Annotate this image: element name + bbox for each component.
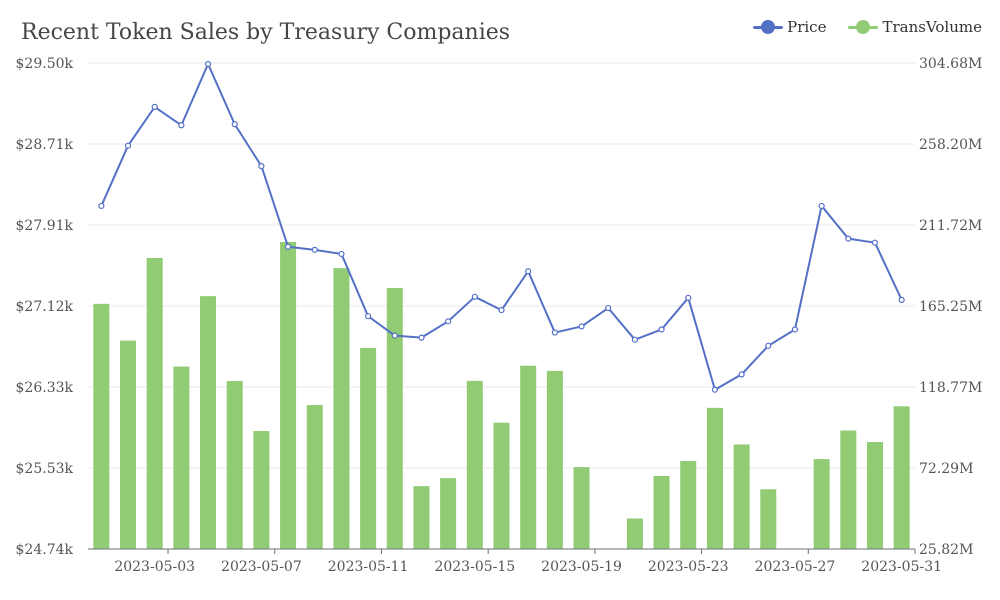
x-tick-label: 2023-05-19 [541, 559, 622, 575]
bar-transvolume [840, 430, 857, 549]
tick-labels: $24.74k 25.82M $25.53k 72.29M $26.33k 118.77M… [16, 56, 983, 575]
bar-transvolume [493, 422, 510, 549]
bar-series-transvolume [93, 241, 910, 550]
legend-label-price: Price [787, 18, 827, 36]
bar-transvolume [760, 489, 777, 549]
x-tick-label: 2023-05-23 [648, 559, 729, 575]
price-point [365, 313, 372, 320]
bar-transvolume [413, 486, 430, 549]
legend-item-price[interactable]: Price [753, 18, 826, 36]
x-axis [88, 548, 916, 554]
bar-transvolume [200, 296, 217, 549]
price-point [445, 318, 452, 325]
bar-transvolume [333, 268, 350, 549]
bar-transvolume [93, 303, 110, 549]
right-tick-label: 258.20M [919, 137, 982, 153]
left-tick-label: $25.53k [16, 461, 74, 477]
bar-transvolume [306, 405, 323, 549]
price-point [124, 142, 132, 149]
bar-transvolume [466, 380, 483, 549]
left-tick-label: $24.74k [16, 542, 74, 558]
bar-transvolume [146, 257, 163, 549]
x-tick-label: 2023-05-15 [434, 559, 515, 575]
price-point [845, 235, 852, 242]
price-line [100, 63, 903, 391]
left-tick-label: $27.91k [16, 218, 74, 234]
bar-transvolume [733, 444, 750, 549]
bar-transvolume [813, 459, 830, 549]
left-tick-label: $26.33k [16, 380, 74, 396]
grid-lines [88, 62, 915, 469]
bar-transvolume [440, 478, 457, 549]
bar-transvolume [573, 467, 590, 549]
price-point [204, 60, 212, 68]
price-point [631, 336, 638, 343]
right-tick-label: 25.82M [919, 542, 973, 558]
x-tick-label: 2023-05-03 [114, 559, 195, 575]
bar-transvolume [706, 407, 723, 549]
bar-transvolume [866, 442, 883, 549]
price-point [551, 329, 558, 336]
price-point [871, 239, 879, 246]
bar-transvolume [680, 461, 697, 549]
price-point [658, 326, 665, 333]
line-series-price [98, 60, 905, 393]
right-tick-label: 211.72M [919, 218, 982, 234]
left-tick-label: $29.50k [16, 56, 74, 72]
price-point [578, 323, 585, 330]
bar-transvolume [280, 241, 297, 550]
price-point [98, 202, 105, 210]
price-point [711, 386, 719, 393]
x-tick-label: 2023-05-11 [328, 559, 409, 575]
price-point [791, 326, 799, 333]
x-tick-label: 2023-05-27 [755, 559, 836, 575]
bar-transvolume [386, 287, 403, 549]
price-point [391, 332, 398, 339]
right-tick-label: 304.68M [919, 56, 982, 72]
price-point [471, 293, 478, 300]
legend-swatch-transvolume [848, 20, 879, 34]
bar-transvolume [626, 518, 643, 549]
bar-transvolume [253, 431, 270, 549]
right-tick-label: 165.25M [919, 299, 982, 315]
bar-transvolume [226, 381, 243, 549]
price-point [818, 202, 825, 210]
price-point [525, 268, 532, 275]
x-tick-label: 2023-05-07 [221, 559, 302, 575]
price-point [738, 371, 745, 378]
price-point [258, 163, 265, 170]
left-tick-label: $27.12k [16, 299, 74, 315]
price-point [685, 294, 692, 301]
right-tick-label: 72.29M [919, 461, 973, 477]
price-point [605, 304, 612, 312]
price-point [178, 122, 185, 129]
price-point [898, 296, 905, 303]
right-tick-label: 118.77M [919, 380, 982, 396]
legend-label-transvolume: TransVolume [882, 18, 982, 36]
left-tick-label: $28.71k [16, 137, 74, 153]
bar-transvolume [120, 340, 137, 549]
price-point [284, 243, 292, 250]
chart-title: Recent Token Sales by Treasury Companies [21, 20, 511, 45]
legend-item-transvolume[interactable]: TransVolume [848, 18, 982, 36]
price-point [765, 342, 772, 349]
legend-swatch-price [753, 20, 784, 34]
price-point [311, 246, 318, 253]
price-point [151, 103, 158, 111]
price-point [418, 334, 425, 341]
bar-transvolume [653, 476, 670, 549]
legend: Price TransVolume [753, 18, 982, 36]
price-point [498, 306, 505, 314]
x-tick-label: 2023-05-31 [861, 559, 942, 575]
bar-transvolume [360, 347, 377, 549]
bar-transvolume [520, 365, 537, 549]
bar-transvolume [546, 370, 563, 549]
price-point [338, 250, 345, 258]
price-point [231, 121, 238, 128]
bar-transvolume [173, 366, 190, 549]
bar-transvolume [893, 406, 910, 549]
